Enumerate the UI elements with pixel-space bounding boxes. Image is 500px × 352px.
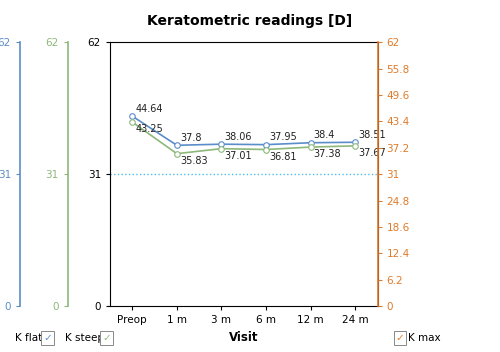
- Text: 44.64: 44.64: [136, 103, 163, 114]
- Text: 37.38: 37.38: [314, 149, 342, 159]
- Text: 38.4: 38.4: [314, 130, 335, 140]
- Text: K flat: K flat: [15, 333, 42, 343]
- X-axis label: Visit: Visit: [229, 331, 258, 344]
- Text: 38.06: 38.06: [224, 132, 252, 142]
- Text: 36.81: 36.81: [269, 152, 296, 162]
- Text: 37.95: 37.95: [269, 132, 297, 142]
- Text: 35.83: 35.83: [180, 156, 208, 166]
- Text: 43.25: 43.25: [136, 124, 163, 134]
- Text: 38.51: 38.51: [358, 130, 386, 140]
- Text: Keratometric readings [D]: Keratometric readings [D]: [148, 14, 352, 28]
- Text: 37.01: 37.01: [224, 151, 252, 161]
- Text: ✓: ✓: [102, 333, 111, 343]
- Text: ✓: ✓: [43, 333, 52, 343]
- Text: ✓: ✓: [396, 333, 404, 343]
- Text: 37.67: 37.67: [358, 148, 386, 158]
- Text: 37.8: 37.8: [180, 133, 202, 143]
- Text: K steep: K steep: [65, 333, 104, 343]
- Text: K max: K max: [408, 333, 440, 343]
